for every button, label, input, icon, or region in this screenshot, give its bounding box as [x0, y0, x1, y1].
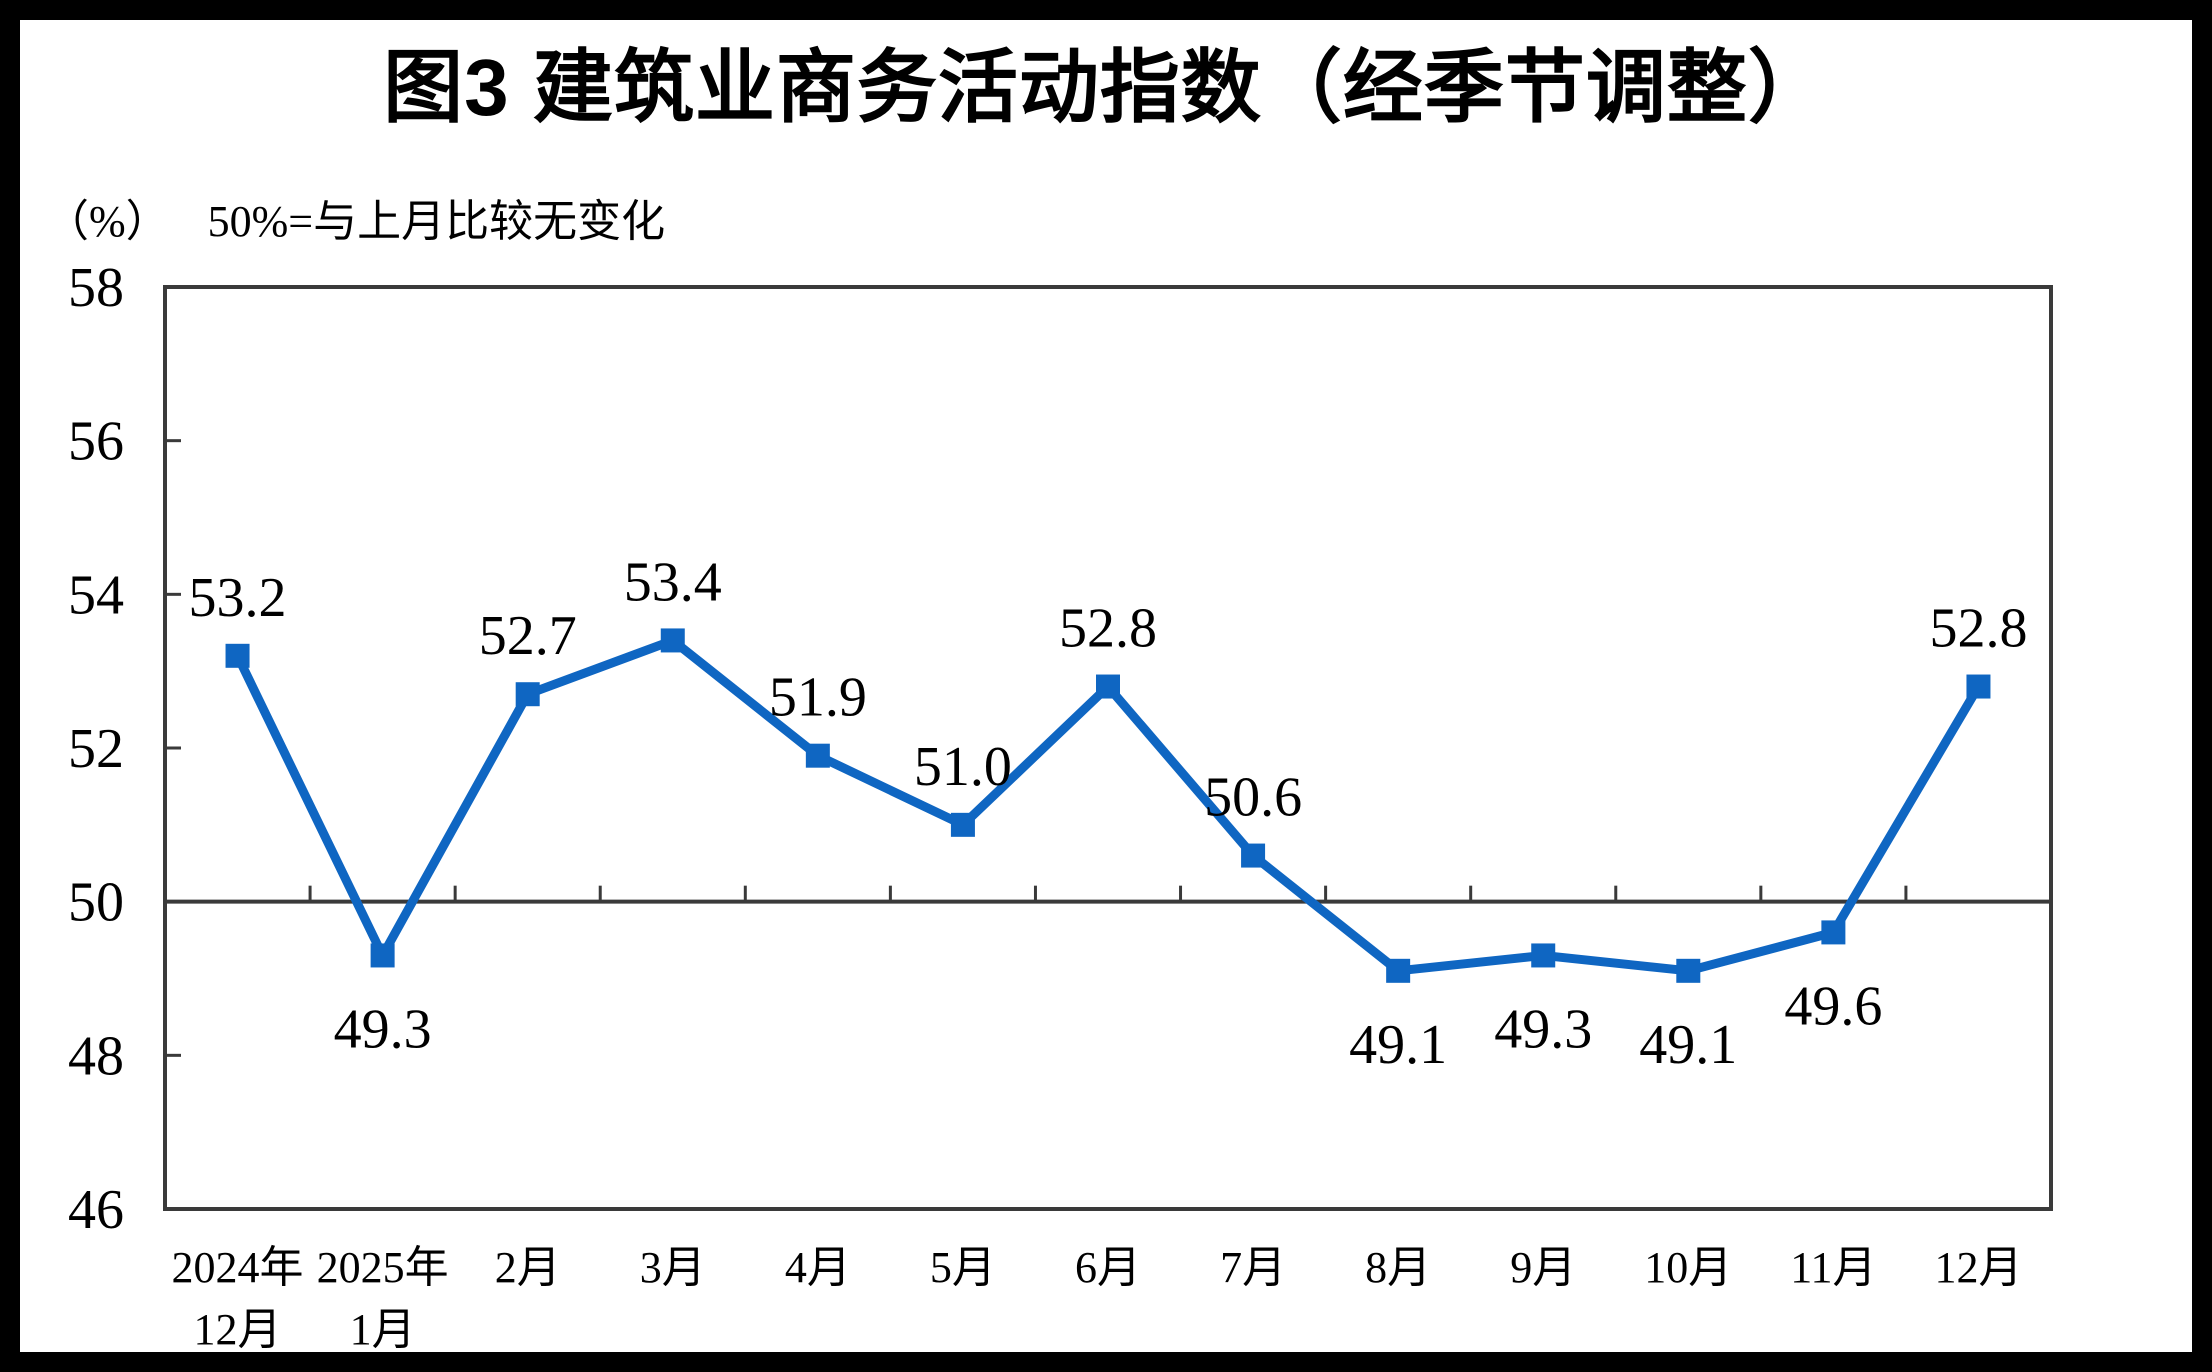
- x-axis-label: 10月: [1644, 1243, 1732, 1292]
- plot-border: [163, 285, 2053, 1211]
- chart-canvas: 图3 建筑业商务活动指数（经季节调整） （%） 50%=与上月比较无变化 46 48…: [20, 20, 2192, 1352]
- data-label: 51.9: [769, 667, 867, 729]
- data-point-marker: [660, 628, 685, 653]
- x-axis-label: 5月: [930, 1243, 996, 1292]
- data-label: 49.3: [334, 998, 432, 1060]
- x-axis-label: 2025年 1月: [317, 1243, 449, 1352]
- data-label: 53.2: [189, 567, 287, 629]
- line-chart: 46 48 50 52 54 56 58 53.2 49.3 52.7 53.4 51.9 51.0 52…: [68, 257, 2053, 1352]
- data-label: 50.6: [1204, 767, 1302, 829]
- data-label: 52.7: [479, 605, 577, 667]
- reference-line-note: 50%=与上月比较无变化: [207, 197, 666, 246]
- data-label: 49.1: [1639, 1014, 1737, 1076]
- y-axis-label: 58: [68, 257, 124, 319]
- x-axis-label: 3月: [640, 1243, 706, 1292]
- data-label: 52.8: [1059, 598, 1157, 660]
- data-point-marker: [950, 812, 975, 837]
- y-axis-label: 50: [68, 872, 124, 934]
- data-point-marker: [225, 643, 250, 668]
- data-label: 49.3: [1494, 998, 1592, 1060]
- data-label: 49.6: [1784, 975, 1882, 1037]
- data-point-marker: [1531, 943, 1556, 968]
- data-point-marker: [1821, 920, 1846, 945]
- y-axis-label: 48: [68, 1025, 124, 1087]
- data-point-marker: [515, 682, 540, 707]
- x-axis-label: 11月: [1790, 1243, 1876, 1292]
- y-axis-label: 56: [68, 411, 124, 473]
- x-axis-label: 2024年 12月: [172, 1243, 304, 1352]
- data-point-marker: [1966, 674, 1991, 699]
- data-point-marker: [370, 943, 395, 968]
- y-axis-label: 52: [68, 718, 124, 780]
- x-axis-label: 12月: [1934, 1243, 2022, 1292]
- data-point-marker: [805, 743, 830, 768]
- data-point-marker: [1241, 843, 1266, 868]
- chart-subtitle: （%） 50%=与上月比较无变化: [45, 196, 665, 248]
- chart-title: 图3 建筑业商务活动指数（经季节调整）: [383, 43, 1829, 132]
- x-axis-label: 9月: [1510, 1243, 1576, 1292]
- x-axis-label: 4月: [785, 1243, 851, 1292]
- data-point-marker: [1676, 958, 1701, 983]
- x-axis-label: 7月: [1220, 1243, 1286, 1292]
- x-axis-label: 8月: [1365, 1243, 1431, 1292]
- x-axis-label: 6月: [1075, 1243, 1141, 1292]
- y-axis-label: 54: [68, 564, 124, 626]
- data-point-marker: [1386, 958, 1411, 983]
- data-label: 52.8: [1929, 598, 2027, 660]
- y-axis-label: 46: [68, 1179, 124, 1241]
- x-axis-label: 2月: [495, 1243, 561, 1292]
- y-axis-unit-label: （%）: [45, 197, 170, 246]
- data-point-marker: [1096, 674, 1120, 699]
- data-label: 49.1: [1349, 1014, 1447, 1076]
- data-label: 53.4: [624, 551, 722, 613]
- data-label: 51.0: [914, 736, 1012, 798]
